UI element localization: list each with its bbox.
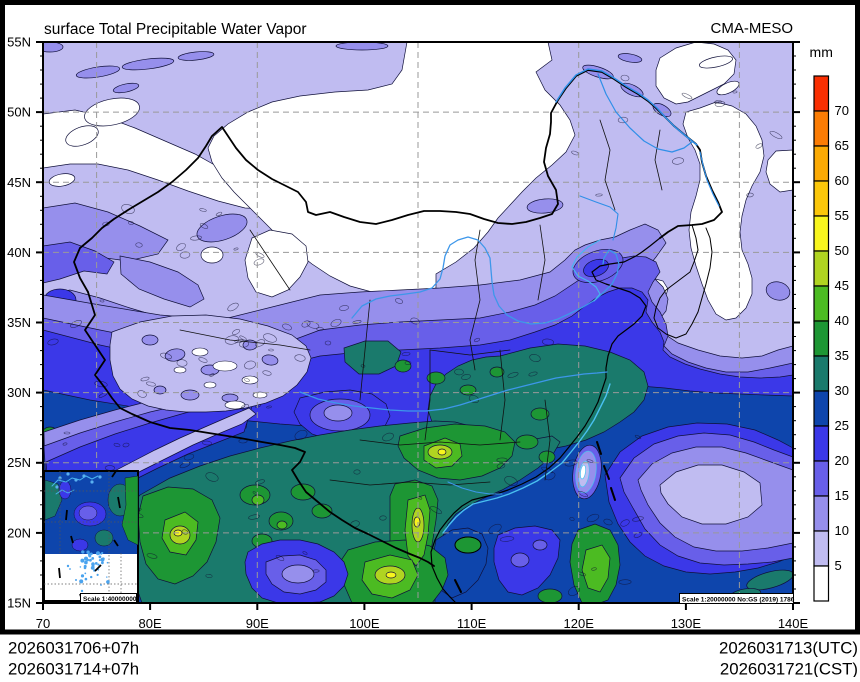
svg-text:110E: 110E <box>457 616 487 631</box>
svg-text:15N: 15N <box>7 596 31 611</box>
svg-text:100E: 100E <box>349 616 380 631</box>
svg-text:55: 55 <box>835 208 849 223</box>
svg-text:90E: 90E <box>246 616 269 631</box>
svg-text:2026031714+07h: 2026031714+07h <box>8 660 139 678</box>
svg-text:30N: 30N <box>7 385 31 400</box>
svg-text:130E: 130E <box>671 616 702 631</box>
svg-text:25: 25 <box>835 418 849 433</box>
svg-text:20N: 20N <box>7 525 31 540</box>
svg-text:30: 30 <box>835 383 849 398</box>
svg-text:65: 65 <box>835 138 849 153</box>
svg-text:2026031721(CST): 2026031721(CST) <box>720 660 858 678</box>
svg-text:2026031713(UTC): 2026031713(UTC) <box>719 639 858 658</box>
svg-text:5: 5 <box>835 558 842 573</box>
svg-text:60: 60 <box>835 173 849 188</box>
svg-text:25N: 25N <box>7 455 31 470</box>
svg-text:Scale 1:40000000: Scale 1:40000000 <box>83 596 137 603</box>
svg-text:mm: mm <box>810 44 833 60</box>
svg-text:CMA-MESO: CMA-MESO <box>711 20 794 37</box>
svg-text:45N: 45N <box>7 175 31 190</box>
svg-text:15: 15 <box>835 488 849 503</box>
svg-text:40N: 40N <box>7 245 31 260</box>
svg-text:35: 35 <box>835 348 849 363</box>
svg-text:45: 45 <box>835 278 849 293</box>
svg-text:80E: 80E <box>139 616 162 631</box>
svg-text:70: 70 <box>835 103 849 118</box>
svg-text:55N: 55N <box>7 35 31 50</box>
svg-text:50N: 50N <box>7 105 31 120</box>
svg-text:Scale 1:20000000 No:GS (2019): Scale 1:20000000 No:GS (2019) 1786 <box>682 597 795 604</box>
svg-text:50: 50 <box>835 243 849 258</box>
svg-text:40: 40 <box>835 313 849 328</box>
svg-text:35N: 35N <box>7 315 31 330</box>
svg-text:20: 20 <box>835 453 849 468</box>
svg-text:70: 70 <box>36 616 50 631</box>
svg-text:120E: 120E <box>564 616 595 631</box>
svg-text:surface Total Precipitable Wat: surface Total Precipitable Water Vapor <box>44 21 306 38</box>
svg-text:2026031706+07h: 2026031706+07h <box>8 639 139 658</box>
svg-text:140E: 140E <box>778 616 809 631</box>
svg-text:10: 10 <box>835 523 849 538</box>
